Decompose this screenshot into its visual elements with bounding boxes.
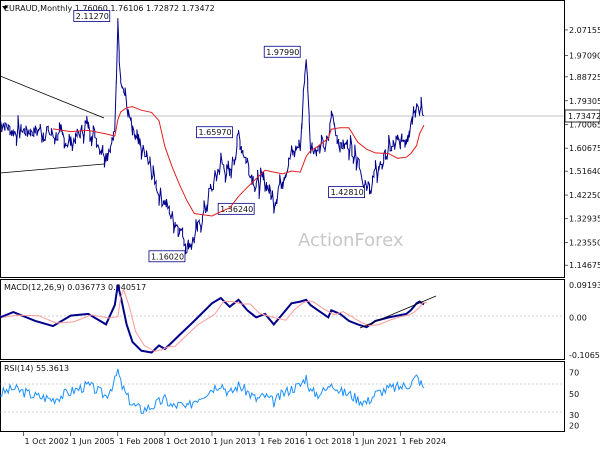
rsi-y-tick-label: 70 (569, 369, 579, 378)
x-tick-label: 1 Feb 2024 (401, 437, 446, 446)
macd-y-axis: 0.091935 0.00 -0.106534 (569, 281, 600, 360)
annotation-label: 1.36240 (220, 205, 253, 214)
macd-panel-frame (0, 279, 565, 360)
price-series-line (0, 18, 425, 255)
rsi-y-tick-label: 50 (569, 390, 579, 399)
macd-signal-line (2, 288, 428, 352)
x-tick-label: 1 Feb 2016 (260, 437, 305, 446)
watermark: ActionForex (298, 230, 404, 251)
y-tick-label: 1.51640 (569, 167, 600, 176)
y-tick-label: 1.70065 (569, 120, 600, 129)
price-y-axis: 2.07155 1.97090 1.88725 1.79305 1.70065 1.606… (564, 26, 600, 270)
y-tick-label: 1.32935 (569, 215, 600, 224)
annotation-box (263, 45, 301, 58)
macd-y-tick-label: 0.00 (569, 313, 587, 322)
rsi-line (0, 368, 425, 414)
annotation-label: 1.65970 (199, 128, 232, 137)
x-tick-label: 1 Jun 2021 (354, 437, 397, 446)
y-tick-label: 1.23550 (569, 239, 600, 248)
x-tick-label: 1 Feb 2008 (119, 437, 164, 446)
y-tick-label: 1.79305 (569, 97, 600, 106)
macd-y-tick-label: 0.091935 (569, 281, 600, 290)
annotation-box (148, 250, 186, 263)
price-panel-frame (0, 0, 565, 278)
y-tick-label: 1.14675 (569, 261, 600, 270)
y-tick-label: 1.60675 (569, 144, 600, 153)
rsi-panel-frame (0, 361, 565, 432)
x-tick-label: 1 Oct 2018 (307, 437, 351, 446)
x-tick-label: 1 Oct 2010 (166, 437, 210, 446)
macd-label: MACD(12,26,9) 0.036773 0.040517 (4, 283, 146, 292)
annotation-box (73, 10, 111, 22)
symbol-header: EURAUD,Monthly 1.76060 1.76106 1.72872 1… (4, 4, 215, 13)
macd-y-tick-label: -0.106534 (569, 351, 600, 360)
x-tick-label: 1 Oct 2002 (25, 437, 69, 446)
annotation-label: 1.16020 (151, 252, 184, 261)
dropdown-triangle-icon[interactable] (2, 6, 8, 10)
x-axis: 1 Oct 2002 1 Jun 2005 1 Feb 2008 1 Oct 2010… (23, 432, 446, 446)
rsi-y-tick-label: 30 (569, 411, 579, 420)
macd-line (0, 284, 425, 354)
trendline-lower (0, 163, 105, 174)
annotation-label: 2.11270 (76, 12, 109, 21)
annotation-label: 1.42810 (331, 188, 364, 197)
annotation-box (217, 202, 255, 215)
x-tick-label: 1 Jun 2013 (213, 437, 256, 446)
y-tick-label: 1.88725 (569, 73, 600, 82)
annotation-box (196, 126, 233, 139)
y-tick-label: 1.42250 (569, 191, 600, 200)
rsi-y-tick-label: 20 (569, 422, 579, 431)
y-tick-label: 1.97090 (569, 52, 600, 61)
rsi-y-axis: 70 50 30 20 (569, 369, 579, 431)
y-tick-label: 2.07155 (569, 26, 600, 35)
current-price-box (564, 109, 600, 123)
current-price-label: 1.73472 (568, 112, 600, 121)
macd-trendline (359, 295, 437, 329)
x-tick-label: 1 Jun 2005 (72, 437, 115, 446)
annotation-box (328, 186, 365, 199)
trendline-upper (0, 75, 105, 119)
moving-average-line (52, 106, 425, 217)
annotations: 2.11270 1.97990 1.65970 1.36240 1.42810 1.160… (73, 10, 365, 263)
rsi-label: RSI(14) 55.3613 (4, 364, 69, 373)
annotation-label: 1.97990 (266, 48, 299, 57)
